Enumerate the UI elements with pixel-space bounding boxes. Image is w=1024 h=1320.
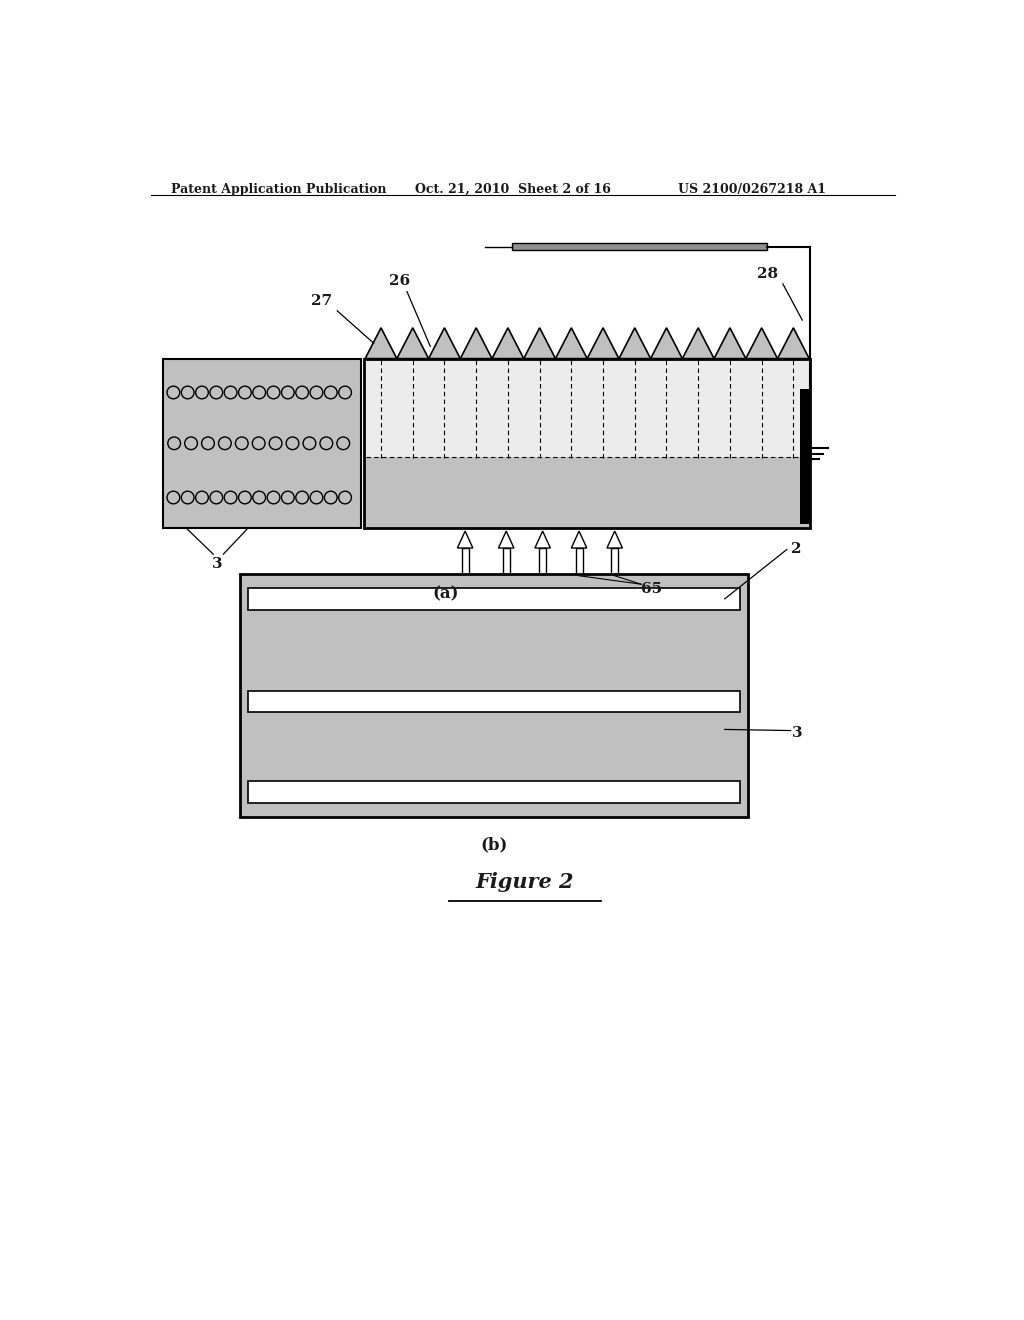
Bar <box>241 574 748 817</box>
Polygon shape <box>714 327 745 359</box>
Bar <box>365 359 810 457</box>
Bar <box>365 457 810 528</box>
Text: 65: 65 <box>641 582 663 597</box>
Polygon shape <box>587 327 618 359</box>
Polygon shape <box>650 327 682 359</box>
Polygon shape <box>535 531 550 548</box>
Text: 3: 3 <box>212 557 222 572</box>
Bar <box>248 781 740 803</box>
Text: (b): (b) <box>480 836 508 853</box>
Polygon shape <box>777 327 809 359</box>
Polygon shape <box>745 327 777 359</box>
Bar <box>611 548 618 590</box>
Text: 3: 3 <box>793 726 803 739</box>
Text: Oct. 21, 2010  Sheet 2 of 16: Oct. 21, 2010 Sheet 2 of 16 <box>415 183 610 197</box>
Text: 2: 2 <box>791 543 801 557</box>
Bar <box>800 389 810 524</box>
Text: 27: 27 <box>311 294 333 308</box>
Polygon shape <box>366 327 397 359</box>
Polygon shape <box>607 531 623 548</box>
Bar <box>575 548 583 590</box>
Bar <box>540 548 546 590</box>
Bar <box>365 359 810 528</box>
Polygon shape <box>682 327 714 359</box>
Polygon shape <box>492 327 523 359</box>
Text: 26: 26 <box>389 275 410 289</box>
Polygon shape <box>499 531 514 548</box>
Polygon shape <box>523 327 555 359</box>
Polygon shape <box>458 531 473 548</box>
Polygon shape <box>555 327 587 359</box>
Text: 28: 28 <box>757 267 778 281</box>
Polygon shape <box>397 327 429 359</box>
Text: Figure 2: Figure 2 <box>475 873 574 892</box>
Bar <box>248 690 740 713</box>
Text: (a): (a) <box>432 586 459 603</box>
Polygon shape <box>429 327 461 359</box>
Polygon shape <box>461 327 492 359</box>
Bar <box>512 243 767 251</box>
Bar <box>503 548 510 590</box>
Polygon shape <box>618 327 650 359</box>
Text: Patent Application Publication: Patent Application Publication <box>171 183 386 197</box>
Bar <box>462 548 469 590</box>
Bar <box>163 359 360 528</box>
Bar <box>248 589 740 610</box>
Text: US 2100/0267218 A1: US 2100/0267218 A1 <box>678 183 826 197</box>
Polygon shape <box>571 531 587 548</box>
